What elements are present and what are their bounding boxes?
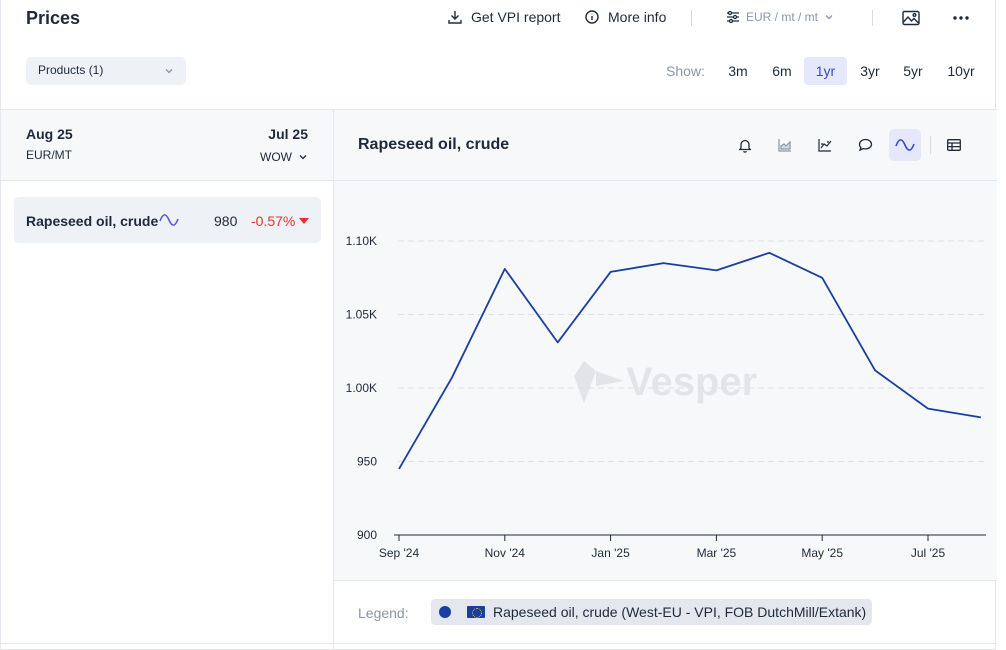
range-6m[interactable]: 6m — [772, 63, 792, 79]
header: Prices Get VPI report More info EUR / mt… — [1, 0, 997, 110]
unit-selector-value: EUR / mt / mt — [746, 10, 818, 24]
show-label: Show: — [666, 63, 705, 79]
y-tick-label: 1.10K — [346, 234, 377, 248]
compare-selector[interactable]: WOW — [260, 150, 308, 164]
range-10yr[interactable]: 10yr — [947, 63, 975, 79]
x-tick-label: Nov '24 — [485, 546, 526, 560]
download-icon — [448, 11, 462, 24]
table-icon — [947, 139, 961, 151]
area-chart-icon — [778, 139, 791, 152]
compare-selector-value: WOW — [260, 150, 292, 164]
products-dropdown[interactable]: Products (1) — [26, 57, 186, 85]
range-3yr[interactable]: 3yr — [860, 63, 880, 79]
range-1yr[interactable]: 1yr — [804, 57, 847, 85]
product-price: 980 — [214, 213, 238, 229]
x-tick-label: Mar '25 — [697, 546, 737, 560]
y-tick-label: 950 — [357, 455, 377, 469]
line-chart-icon — [159, 214, 179, 226]
product-change: -0.57% — [251, 213, 296, 229]
area-chart-button[interactable] — [769, 129, 801, 161]
table-view-button[interactable] — [938, 129, 970, 161]
more-horizontal-icon — [953, 16, 969, 20]
line-chart-icon — [895, 139, 915, 151]
chevron-down-icon — [299, 155, 307, 160]
chevron-down-icon — [165, 69, 173, 74]
divider — [691, 10, 692, 26]
legend-entry-label: Rapeseed oil, crude (West-EU - VPI, FOB … — [493, 604, 867, 620]
chart-title: Rapeseed oil, crude — [358, 136, 510, 153]
list-item[interactable]: Rapeseed oil, crude 980 -0.57% — [14, 197, 321, 243]
range-3m[interactable]: 3m — [728, 63, 748, 79]
price-unit: EUR/MT — [26, 148, 72, 162]
watermark: Vesper — [574, 360, 757, 404]
y-tick-label: 1.00K — [346, 381, 377, 395]
image-icon — [902, 10, 920, 26]
x-tick-label: Jan '25 — [591, 546, 630, 560]
page-title: Prices — [26, 8, 81, 28]
image-export-button[interactable] — [901, 8, 921, 28]
legend-label: Legend: — [358, 605, 409, 621]
divider — [872, 10, 873, 26]
x-tick-label: Jul '25 — [911, 546, 946, 560]
price-list: Rapeseed oil, crude 980 -0.57% — [1, 181, 334, 650]
legend-entry[interactable]: Rapeseed oil, crude (West-EU - VPI, FOB … — [431, 599, 873, 625]
trend-chart-icon — [818, 139, 832, 152]
chart-header: Rapeseed oil, crude — [334, 110, 997, 181]
get-report-button[interactable]: Get VPI report — [447, 9, 560, 25]
bell-icon — [738, 139, 752, 153]
legend: Legend: Rapeseed oil, crude (West-EU - V… — [334, 581, 997, 643]
alert-button[interactable] — [729, 129, 761, 161]
range-5yr[interactable]: 5yr — [903, 63, 923, 79]
get-report-label: Get VPI report — [471, 9, 561, 25]
y-tick-label: 1.05K — [346, 308, 377, 322]
x-tick-label: May '25 — [801, 546, 843, 560]
y-tick-label: 900 — [357, 528, 377, 542]
more-info-button[interactable]: More info — [584, 9, 666, 25]
more-options-button[interactable] — [951, 8, 971, 28]
series-dot-icon — [439, 606, 451, 618]
unit-selector[interactable]: EUR / mt / mt — [726, 10, 834, 24]
divider — [930, 136, 931, 154]
line-chart-button[interactable] — [889, 129, 921, 161]
sliders-icon — [727, 10, 739, 24]
date-from: Aug 25 — [26, 126, 73, 142]
product-name: Rapeseed oil, crude — [26, 213, 159, 229]
price-line-chart[interactable]: Vesper 900 950 1.00K 1.05K 1.10K Sep '24 Nov … — [334, 181, 997, 581]
chevron-down-icon — [825, 15, 833, 20]
trend-chart-button[interactable] — [809, 129, 841, 161]
price-list-header: Aug 25 EUR/MT Jul 25 WOW — [1, 110, 334, 181]
eu-flag-icon — [467, 606, 485, 618]
comment-icon — [858, 138, 872, 152]
chart-area: Vesper 900 950 1.00K 1.05K 1.10K Sep '24 Nov … — [334, 181, 997, 581]
watermark-text: Vesper — [626, 360, 757, 404]
more-info-label: More info — [608, 9, 667, 25]
date-to: Jul 25 — [268, 126, 308, 142]
comment-button[interactable] — [849, 129, 881, 161]
divider — [1, 643, 997, 644]
caret-down-icon — [299, 218, 309, 224]
series-line[interactable] — [398, 251, 982, 470]
info-icon — [585, 10, 599, 24]
products-dropdown-label: Products (1) — [38, 63, 104, 77]
x-tick-label: Sep '24 — [379, 546, 420, 560]
